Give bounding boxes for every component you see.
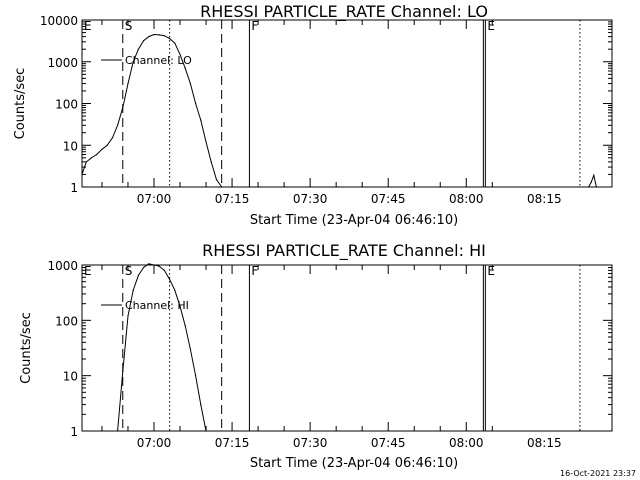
x-tick-label: 07:45 <box>371 436 406 450</box>
event-marker-label: F <box>251 264 258 278</box>
data-point <box>90 157 93 159</box>
data-point <box>179 305 181 307</box>
data-point <box>590 181 592 183</box>
data-series-line <box>81 33 223 188</box>
y-tick-label: 1 <box>70 181 78 195</box>
data-point <box>127 315 129 317</box>
data-point <box>132 61 134 63</box>
data-point <box>106 144 108 146</box>
x-tick-label: 07:15 <box>215 436 250 450</box>
data-point <box>593 174 595 176</box>
data-point <box>158 265 160 267</box>
data-point <box>132 289 134 291</box>
event-marker-label: E <box>487 264 495 278</box>
y-tick-label: 10 <box>63 139 78 153</box>
data-point <box>163 269 166 271</box>
data-point <box>200 403 202 406</box>
data-point <box>195 102 197 105</box>
event-marker-label: E <box>84 19 92 33</box>
x-tick-label: 08:00 <box>449 436 484 450</box>
data-point <box>169 37 171 40</box>
data-point <box>210 161 212 163</box>
data-point <box>205 141 207 143</box>
y-axis-label: Counts/sec <box>19 312 34 384</box>
plot-frame <box>81 19 613 188</box>
data-point <box>184 67 186 69</box>
y-tick-label: 10000 <box>40 14 78 28</box>
hi-channel-panel: RHESSI PARTICLE_RATE Channel: HI 07:00 07:… <box>19 241 613 471</box>
legend-label: Channel: HI <box>125 299 189 312</box>
event-marker-label: E <box>84 264 92 278</box>
plot-frame <box>81 264 613 432</box>
event-marker-label: F <box>251 19 258 33</box>
legend-label: Channel: LO <box>125 54 192 67</box>
data-point <box>137 48 139 50</box>
chart-title: RHESSI PARTICLE_RATE Channel: HI <box>202 241 486 261</box>
chart-title: RHESSI PARTICLE_RATE Channel: LO <box>200 2 488 22</box>
event-marker-label: S <box>125 264 133 278</box>
data-point <box>111 137 113 139</box>
data-point <box>96 153 98 156</box>
data-point <box>169 278 171 280</box>
data-point <box>174 42 176 44</box>
x-tick-label: 07:15 <box>215 192 250 206</box>
data-point <box>221 186 223 188</box>
x-tick-label: 07:45 <box>371 192 406 206</box>
data-point <box>174 289 176 291</box>
data-point <box>122 106 124 109</box>
data-point <box>142 40 145 42</box>
y-tick-label: 10 <box>63 370 78 384</box>
data-point <box>101 148 103 150</box>
data-point <box>148 263 150 265</box>
event-marker-label: S <box>125 19 133 33</box>
data-point <box>184 325 186 327</box>
data-point <box>200 119 202 121</box>
data-point <box>215 179 218 181</box>
y-tick-label: 1000 <box>47 56 78 70</box>
data-point <box>595 186 597 188</box>
data-point <box>205 430 207 432</box>
event-marker-label: E <box>487 19 495 33</box>
x-axis-label: Start Time (23-Apr-04 06:46:10) <box>250 456 458 471</box>
data-point <box>158 34 160 36</box>
data-point <box>179 53 181 55</box>
data-point <box>153 264 155 266</box>
x-tick-label: 08:15 <box>527 192 562 206</box>
x-tick-label: 07:00 <box>137 192 172 206</box>
y-axis-label: Counts/sec <box>13 68 28 140</box>
data-point <box>85 161 87 163</box>
x-tick-label: 08:00 <box>449 192 484 206</box>
data-point <box>587 186 590 188</box>
data-point <box>189 82 192 85</box>
data-series-line <box>588 173 597 188</box>
x-tick-label: 07:30 <box>293 192 328 206</box>
y-tick-label: 1000 <box>47 259 78 273</box>
data-point <box>163 35 166 37</box>
data-point <box>116 124 119 126</box>
data-point <box>148 36 150 38</box>
data-point <box>153 33 155 36</box>
data-point <box>137 274 139 276</box>
data-point <box>195 375 197 377</box>
data-point <box>81 173 83 176</box>
data-point <box>116 430 119 432</box>
data-point <box>189 348 192 350</box>
x-tick-label: 08:15 <box>527 436 562 450</box>
x-tick-label: 07:30 <box>293 436 328 450</box>
y-tick-label: 1 <box>70 425 78 439</box>
x-axis-label: Start Time (23-Apr-04 06:46:10) <box>250 213 458 228</box>
data-point <box>142 266 145 269</box>
y-tick-label: 100 <box>55 314 78 328</box>
x-tick-label: 07:00 <box>137 436 172 450</box>
data-point <box>122 370 124 372</box>
print-timestamp: 16-Oct-2021 23:37 <box>560 469 636 478</box>
data-series-line <box>117 263 207 432</box>
y-tick-label: 100 <box>55 98 78 112</box>
lo-channel-panel: RHESSI PARTICLE_RATE Channel: LO 07:00 07:… <box>13 2 613 228</box>
data-point <box>127 82 129 85</box>
